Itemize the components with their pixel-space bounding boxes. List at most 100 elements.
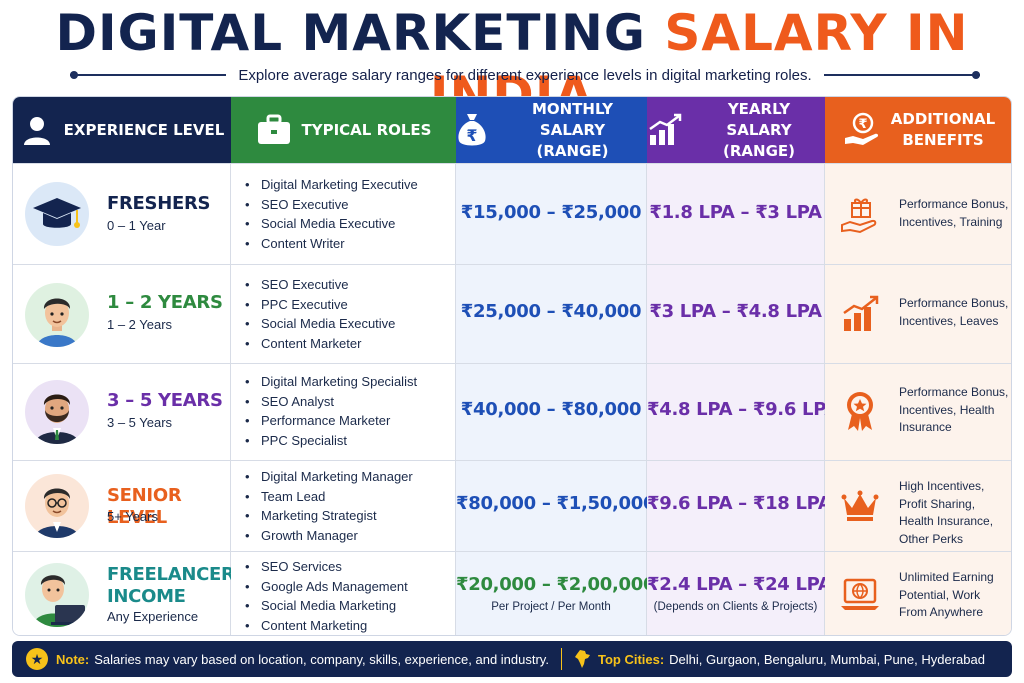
role-item: SEO Services bbox=[245, 557, 408, 577]
benefits-cell: Performance Bonus, Incentives, Training bbox=[825, 164, 1011, 264]
yearly-salary: ₹3 LPA – ₹4.8 LPA bbox=[649, 301, 822, 322]
role-item: Marketing Strategist bbox=[245, 506, 413, 526]
header-benefits-line1: ADDITIONAL bbox=[890, 110, 996, 128]
yearly-cell: ₹3 LPA – ₹4.8 LPA bbox=[647, 265, 825, 363]
header-benefits: ₹ ADDITIONAL BENEFITS bbox=[825, 97, 1011, 163]
subtitle: Explore average salary ranges for differ… bbox=[238, 66, 812, 84]
roles-list: SEO Executive PPC Executive Social Media… bbox=[245, 275, 395, 354]
role-item: Growth Manager bbox=[245, 526, 413, 546]
experience-years: 3 – 5 Years bbox=[107, 415, 173, 430]
benefits-text: Performance Bonus, Incentives, Leaves bbox=[899, 296, 1009, 328]
bearded-man-avatar-icon bbox=[25, 380, 89, 444]
header-yearly-line1: YEARLY SALARY bbox=[726, 99, 792, 139]
note-label: Note: bbox=[56, 651, 90, 667]
experience-level: SENIOR LEVEL bbox=[107, 485, 182, 528]
laptop-globe-icon bbox=[839, 574, 881, 616]
header-roles-label: TYPICAL ROLES bbox=[301, 120, 432, 139]
monthly-cell: ₹25,000 – ₹40,000 bbox=[456, 265, 647, 363]
benefits-text: Performance Bonus, Incentives, Training bbox=[899, 197, 1009, 229]
footer-note-bar: ★ Note: Salaries may vary based on locat… bbox=[12, 641, 1012, 677]
yearly-cell: ₹2.4 LPA – ₹24 LPA+ (Depends on Clients … bbox=[647, 552, 847, 635]
experience-level: 1 – 2 YEARS bbox=[107, 292, 223, 313]
monthly-cell: ₹15,000 – ₹25,000 bbox=[456, 164, 647, 264]
role-item: Social Media Marketing bbox=[245, 596, 408, 616]
glasses-man-avatar-icon bbox=[25, 474, 89, 538]
experience-level: 3 – 5 YEARS bbox=[107, 390, 223, 411]
monthly-salary: ₹20,000 – ₹2,00,000+ bbox=[456, 574, 670, 595]
header-yearly: YEARLY SALARY (RANGE) bbox=[647, 97, 825, 163]
subtitle-row: Explore average salary ranges for differ… bbox=[70, 64, 981, 86]
header-monthly-line2: (RANGE) bbox=[536, 141, 609, 160]
roles-list: Digital Marketing Executive SEO Executiv… bbox=[245, 175, 418, 254]
roles-cell: Digital Marketing Specialist SEO Analyst… bbox=[231, 364, 456, 460]
roles-cell: Digital Marketing Executive SEO Executiv… bbox=[231, 164, 456, 264]
experience-cell: SENIOR LEVEL 5+ Years bbox=[13, 461, 231, 551]
monthly-cell: ₹80,000 – ₹1,50,000+ bbox=[456, 461, 670, 551]
monthly-salary: ₹40,000 – ₹80,000 bbox=[460, 399, 642, 420]
experience-years: 5+ Years bbox=[107, 509, 158, 524]
header-benefits-label: ADDITIONAL BENEFITS bbox=[891, 109, 995, 151]
role-item: Performance Marketer bbox=[245, 411, 417, 431]
header-roles: TYPICAL ROLES bbox=[231, 97, 456, 163]
role-item: SEO Executive bbox=[245, 275, 395, 295]
role-item: SEO Executive bbox=[245, 195, 418, 215]
money-bag-icon: ₹ bbox=[456, 111, 488, 149]
monthly-cell: ₹20,000 – ₹2,00,000+ Per Project / Per M… bbox=[456, 552, 670, 635]
yearly-salary: ₹9.6 LPA – ₹18 LPA+ bbox=[647, 493, 847, 514]
subtitle-divider-left bbox=[70, 71, 227, 79]
table-row: 1 – 2 YEARS 1 – 2 Years SEO Executive PP… bbox=[13, 264, 1011, 363]
table-row: FRESHERS 0 – 1 Year Digital Marketing Ex… bbox=[13, 163, 1011, 264]
header-benefits-line2: BENEFITS bbox=[902, 131, 984, 149]
coin-hand-icon: ₹ bbox=[843, 112, 881, 148]
role-item: Social Media Executive bbox=[245, 214, 418, 234]
young-man-avatar-icon bbox=[25, 283, 89, 347]
laptop-man-avatar-icon bbox=[25, 563, 89, 627]
note-text: Salaries may vary based on location, com… bbox=[94, 651, 549, 667]
table-row: 3 – 5 YEARS 3 – 5 Years Digital Marketin… bbox=[13, 363, 1011, 460]
roles-cell: SEO Services Google Ads Management Socia… bbox=[231, 552, 456, 635]
role-item: PPC Executive bbox=[245, 295, 395, 315]
benefits-cell: Performance Bonus, Incentives, Leaves bbox=[825, 265, 1011, 363]
header-monthly: ₹ MONTHLY SALARY (RANGE) bbox=[456, 97, 647, 163]
experience-cell: FRESHERS 0 – 1 Year bbox=[13, 164, 231, 264]
experience-cell: 3 – 5 YEARS 3 – 5 Years bbox=[13, 364, 231, 460]
yearly-salary: ₹1.8 LPA – ₹3 LPA bbox=[649, 202, 822, 223]
benefits-text: High Incentives, Profit Sharing, Health … bbox=[899, 479, 994, 546]
yearly-salary: ₹4.8 LPA – ₹9.6 LPA bbox=[647, 399, 839, 420]
role-item: Digital Marketing Executive bbox=[245, 175, 418, 195]
bar-chart-icon bbox=[647, 113, 683, 147]
experience-level: FREELANCER INCOME bbox=[107, 564, 235, 608]
star-icon: ★ bbox=[26, 648, 48, 670]
briefcase-icon bbox=[256, 114, 292, 146]
experience-level-line1: FREELANCER bbox=[107, 564, 235, 585]
experience-level: FRESHERS bbox=[107, 193, 211, 214]
experience-years: 0 – 1 Year bbox=[107, 218, 166, 233]
experience-level-line2: INCOME bbox=[107, 586, 186, 607]
benefits-cell: Performance Bonus, Incentives, Health In… bbox=[825, 364, 1011, 460]
monthly-salary: ₹15,000 – ₹25,000 bbox=[460, 202, 642, 223]
roles-cell: SEO Executive PPC Executive Social Media… bbox=[231, 265, 456, 363]
header-monthly-label: MONTHLY SALARY (RANGE) bbox=[498, 99, 647, 162]
benefits-text: Unlimited Earning Potential, Work From A… bbox=[899, 570, 994, 619]
experience-years: 1 – 2 Years bbox=[107, 317, 173, 332]
role-item: Digital Marketing Specialist bbox=[245, 372, 417, 392]
role-item: Content Marketer bbox=[245, 334, 395, 354]
roles-cell: Digital Marketing Manager Team Lead Mark… bbox=[231, 461, 456, 551]
roles-list: Digital Marketing Manager Team Lead Mark… bbox=[245, 467, 413, 546]
benefits-text: Performance Bonus, Incentives, Health In… bbox=[899, 385, 1009, 434]
award-badge-icon bbox=[839, 390, 881, 432]
role-item: Digital Marketing Manager bbox=[245, 467, 413, 487]
benefits-cell: High Incentives, Profit Sharing, Health … bbox=[825, 461, 1011, 551]
roles-list: Digital Marketing Specialist SEO Analyst… bbox=[245, 372, 417, 451]
header-experience-label: EXPERIENCE LEVEL bbox=[63, 120, 225, 139]
india-map-icon bbox=[574, 649, 592, 669]
benefits-cell: Unlimited Earning Potential, Work From A… bbox=[825, 552, 1011, 635]
header-yearly-line2: (RANGE) bbox=[723, 141, 795, 160]
role-item: Team Lead bbox=[245, 487, 413, 507]
salary-table: EXPERIENCE LEVEL TYPICAL ROLES ₹ MONTHLY… bbox=[12, 96, 1012, 636]
cities-label: Top Cities: bbox=[597, 651, 665, 667]
role-item: Content Marketing bbox=[245, 616, 408, 635]
monthly-salary: ₹25,000 – ₹40,000 bbox=[460, 301, 642, 322]
header-monthly-line1: MONTHLY SALARY bbox=[531, 99, 614, 139]
